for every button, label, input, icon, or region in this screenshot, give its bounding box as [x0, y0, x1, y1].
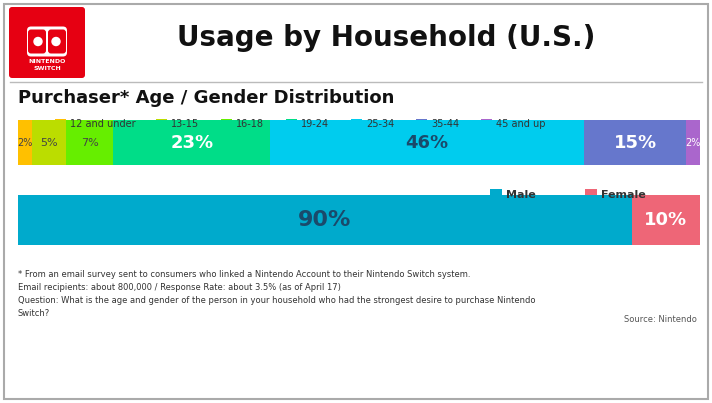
- FancyBboxPatch shape: [18, 120, 31, 165]
- FancyBboxPatch shape: [4, 4, 708, 399]
- FancyBboxPatch shape: [31, 120, 66, 165]
- Text: 10%: 10%: [644, 211, 688, 229]
- Text: 35-44: 35-44: [431, 119, 459, 129]
- Text: 15%: 15%: [614, 133, 656, 152]
- Text: Usage by Household (U.S.): Usage by Household (U.S.): [177, 24, 595, 52]
- FancyBboxPatch shape: [66, 120, 113, 165]
- Text: NINTENDO
SWITCH: NINTENDO SWITCH: [28, 59, 66, 71]
- Text: 90%: 90%: [298, 210, 352, 230]
- FancyBboxPatch shape: [28, 29, 46, 54]
- Text: 13-15: 13-15: [171, 119, 199, 129]
- Text: Purchaser* Age / Gender Distribution: Purchaser* Age / Gender Distribution: [18, 89, 394, 107]
- Text: 23%: 23%: [170, 133, 214, 152]
- Text: 5%: 5%: [40, 137, 58, 147]
- FancyBboxPatch shape: [27, 27, 67, 56]
- Text: Female: Female: [601, 190, 646, 200]
- Text: 7%: 7%: [80, 137, 98, 147]
- Circle shape: [34, 37, 42, 46]
- FancyBboxPatch shape: [271, 120, 584, 165]
- Text: 12 and under: 12 and under: [70, 119, 135, 129]
- Text: Male: Male: [506, 190, 535, 200]
- Text: Question: What is the age and gender of the person in your household who had the: Question: What is the age and gender of …: [18, 296, 535, 305]
- Text: Switch?: Switch?: [18, 309, 51, 318]
- Text: 19-24: 19-24: [301, 119, 329, 129]
- FancyBboxPatch shape: [416, 118, 427, 129]
- FancyBboxPatch shape: [686, 120, 700, 165]
- FancyBboxPatch shape: [286, 118, 297, 129]
- FancyBboxPatch shape: [585, 189, 597, 201]
- FancyBboxPatch shape: [490, 189, 502, 201]
- Text: Email recipients: about 800,000 / Response Rate: about 3.5% (as of April 17): Email recipients: about 800,000 / Respon…: [18, 283, 341, 292]
- FancyBboxPatch shape: [55, 118, 66, 129]
- FancyBboxPatch shape: [632, 195, 700, 245]
- FancyBboxPatch shape: [221, 118, 232, 129]
- Text: * From an email survey sent to consumers who linked a Nintendo Account to their : * From an email survey sent to consumers…: [18, 270, 471, 279]
- Text: 2%: 2%: [686, 137, 701, 147]
- FancyBboxPatch shape: [481, 118, 492, 129]
- Text: 16-18: 16-18: [236, 119, 264, 129]
- Text: Source: Nintendo: Source: Nintendo: [624, 316, 697, 324]
- FancyBboxPatch shape: [113, 120, 271, 165]
- FancyBboxPatch shape: [351, 118, 362, 129]
- Circle shape: [52, 37, 60, 46]
- FancyBboxPatch shape: [48, 29, 66, 54]
- Text: 46%: 46%: [406, 133, 449, 152]
- FancyBboxPatch shape: [9, 7, 85, 78]
- Text: 45 and up: 45 and up: [496, 119, 545, 129]
- FancyBboxPatch shape: [18, 195, 632, 245]
- Text: 2%: 2%: [17, 137, 33, 147]
- Text: 25-34: 25-34: [366, 119, 394, 129]
- FancyBboxPatch shape: [584, 120, 686, 165]
- FancyBboxPatch shape: [156, 118, 167, 129]
